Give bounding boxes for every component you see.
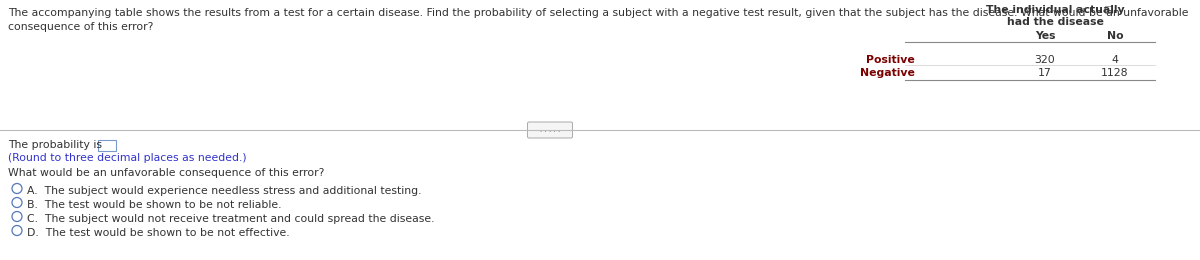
Text: Positive: Positive — [866, 55, 916, 65]
Text: 17: 17 — [1038, 68, 1052, 78]
Text: had the disease: had the disease — [1007, 17, 1104, 27]
Circle shape — [12, 225, 22, 236]
Text: D.  The test would be shown to be not effective.: D. The test would be shown to be not eff… — [28, 228, 289, 238]
Text: Negative: Negative — [860, 68, 916, 78]
FancyBboxPatch shape — [528, 122, 572, 138]
Text: No: No — [1106, 31, 1123, 41]
Text: What would be an unfavorable consequence of this error?: What would be an unfavorable consequence… — [8, 168, 324, 178]
FancyBboxPatch shape — [98, 140, 116, 151]
Text: The accompanying table shows the results from a test for a certain disease. Find: The accompanying table shows the results… — [8, 8, 1188, 18]
Text: (Round to three decimal places as needed.): (Round to three decimal places as needed… — [8, 153, 247, 163]
Circle shape — [12, 184, 22, 193]
FancyBboxPatch shape — [1105, 6, 1112, 13]
Text: A.  The subject would experience needless stress and additional testing.: A. The subject would experience needless… — [28, 186, 421, 196]
Circle shape — [12, 198, 22, 207]
Text: . . . . .: . . . . . — [540, 127, 560, 133]
Text: The individual actually: The individual actually — [985, 5, 1124, 15]
Text: The probability is: The probability is — [8, 140, 102, 150]
Text: C.  The subject would not receive treatment and could spread the disease.: C. The subject would not receive treatme… — [28, 214, 434, 224]
Text: 4: 4 — [1111, 55, 1118, 65]
Text: B.  The test would be shown to be not reliable.: B. The test would be shown to be not rel… — [28, 200, 282, 210]
Circle shape — [12, 211, 22, 222]
Text: 1128: 1128 — [1102, 68, 1129, 78]
Text: 320: 320 — [1034, 55, 1055, 65]
Text: consequence of this error?: consequence of this error? — [8, 22, 154, 32]
Text: Yes: Yes — [1034, 31, 1055, 41]
